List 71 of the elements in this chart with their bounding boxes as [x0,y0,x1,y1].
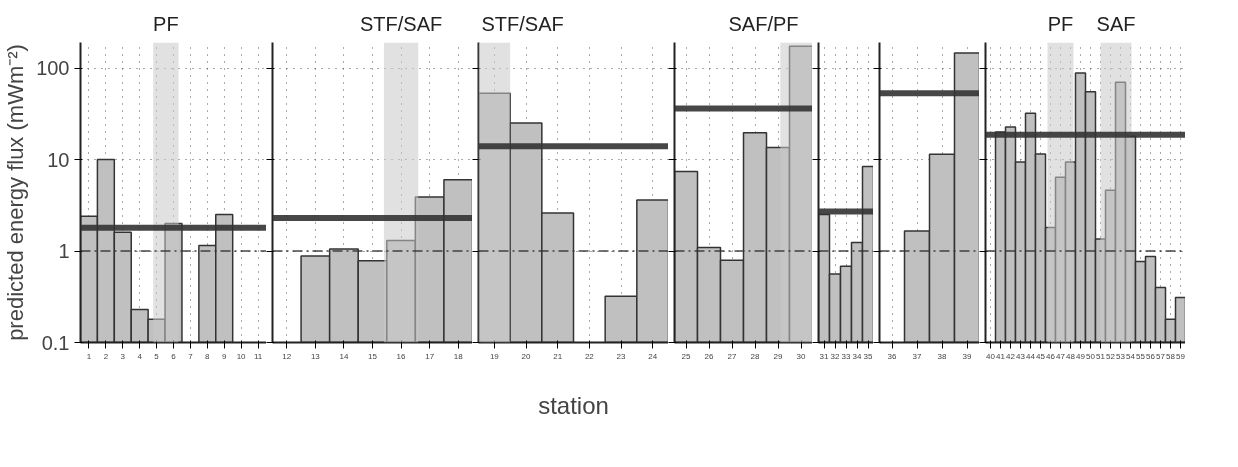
x-tick-label: 9 [222,351,227,361]
x-tick-label: 29 [773,351,783,361]
x-tick-label: 45 [1036,351,1046,361]
x-tick-label: 33 [841,351,851,361]
x-tick-label: 22 [584,351,595,361]
y-tick-label: 0.1 [41,331,70,354]
x-tick-label: 21 [553,351,563,361]
x-tick-label: 1 [86,351,92,361]
x-tick-label: 37 [912,351,922,361]
x-tick-label: 35 [863,351,873,361]
x-tick-label: 24 [648,351,658,361]
band-label: SAF/PF [728,13,799,36]
x-tick-label: 32 [830,351,840,361]
x-tick-label: 26 [704,351,714,361]
x-tick-label: 4 [137,351,143,361]
x-axis-title: station [538,391,609,419]
x-tick-label: 44 [1026,351,1036,361]
x-tick-label: 31 [819,351,829,361]
x-tick-label: 8 [205,351,211,361]
y-tick-label: 10 [47,148,70,171]
x-tick-label: 20 [521,351,531,361]
x-tick-label: 2 [103,351,109,361]
x-tick-label: 15 [368,351,378,361]
x-tick-label: 43 [1016,351,1026,361]
x-tick-label: 7 [188,351,194,361]
band-label: STF/SAF [359,13,443,36]
x-tick-label: 28 [750,351,760,361]
x-tick-label: 5 [154,351,160,361]
x-tick-label: 53 [1116,351,1126,361]
x-tick-label: 10 [236,351,247,361]
x-tick-label: 55 [1136,351,1146,361]
x-tick-label: 49 [1076,351,1086,361]
band-label: SAF [1096,13,1136,36]
band-label: PF [1047,13,1074,36]
x-tick-label: 41 [996,351,1006,361]
x-tick-label: 56 [1146,351,1156,361]
x-tick-label: 38 [937,351,947,361]
x-tick-label: 58 [1166,351,1176,361]
x-tick-label: 54 [1126,351,1136,361]
x-tick-label: 57 [1156,351,1166,361]
x-tick-label: 6 [171,351,177,361]
x-tick-label: 50 [1086,351,1096,361]
x-tick-label: 14 [339,351,349,361]
x-tick-label: 34 [852,351,862,361]
x-tick-label: 23 [616,351,626,361]
y-tick-label: 1 [58,240,70,262]
x-tick-label: 3 [120,351,126,361]
x-tick-label: 52 [1106,351,1116,361]
x-tick-label: 42 [1006,351,1016,361]
x-tick-label: 18 [453,351,464,361]
y-tick-label: 100 [36,57,70,80]
x-tick-label: 13 [310,351,321,361]
x-tick-label: 47 [1056,351,1066,361]
x-tick-label: 39 [962,351,972,361]
x-tick-label: 48 [1066,351,1076,361]
x-tick-label: 27 [727,351,737,361]
x-tick-label: 17 [425,351,435,361]
x-tick-label: 59 [1176,351,1186,361]
band-label: STF/SAF [481,13,564,36]
band-label: PF [153,13,179,36]
x-tick-label: 51 [1096,351,1106,361]
x-tick-label: 12 [282,351,292,361]
x-tick-label: 40 [986,351,996,361]
x-tick-label: 30 [796,351,806,361]
x-tick-label: 25 [681,351,691,361]
x-tick-label: 19 [489,351,500,361]
x-tick-label: 46 [1046,351,1056,361]
x-tick-label: 11 [253,351,263,361]
x-tick-label: 16 [396,351,407,361]
y-axis-title: predicted energy flux (mWm⁻²) [3,44,29,341]
x-tick-label: 36 [887,351,897,361]
